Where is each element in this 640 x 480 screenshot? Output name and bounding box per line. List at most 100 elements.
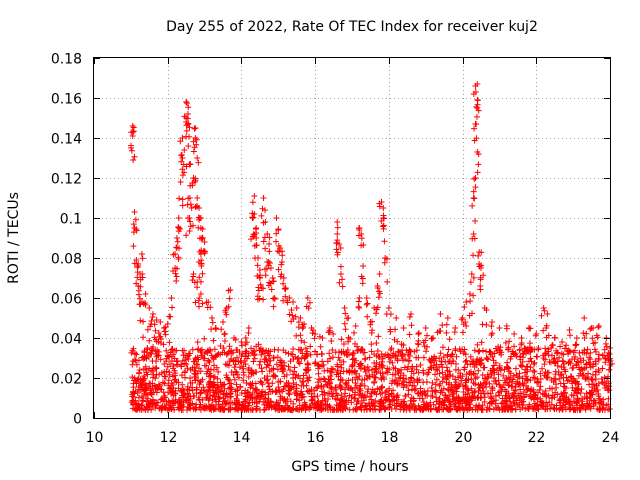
data-point (437, 389, 444, 396)
data-point (295, 354, 302, 361)
data-point (306, 374, 313, 381)
data-point (479, 384, 486, 391)
data-point (432, 381, 439, 388)
data-point (259, 348, 266, 355)
data-point (305, 305, 312, 312)
data-point (270, 303, 277, 310)
data-point (509, 348, 516, 355)
data-point (590, 403, 597, 410)
data-point (324, 358, 331, 365)
data-point (138, 393, 145, 400)
data-point (275, 266, 282, 273)
data-point (397, 403, 404, 410)
data-points (128, 81, 615, 413)
data-point (461, 364, 468, 371)
data-point (486, 380, 493, 387)
data-point (164, 321, 171, 327)
data-point (266, 234, 273, 241)
data-point (329, 346, 336, 353)
data-point (343, 382, 350, 389)
data-point (462, 319, 469, 326)
data-point (379, 355, 386, 362)
data-point (336, 279, 343, 286)
data-point (170, 251, 177, 258)
data-point (587, 356, 594, 363)
data-point (472, 370, 479, 377)
data-point (488, 331, 495, 338)
data-point (470, 379, 477, 386)
data-point (184, 100, 191, 107)
data-point (337, 263, 344, 270)
data-point (548, 395, 555, 402)
data-point (393, 376, 400, 383)
data-point (302, 345, 309, 352)
data-point (534, 396, 541, 403)
data-point (405, 357, 412, 364)
data-point (194, 155, 201, 161)
data-point (431, 388, 438, 395)
data-point (252, 226, 259, 233)
data-point (356, 386, 363, 393)
data-point (332, 395, 339, 402)
data-point (277, 378, 284, 385)
data-point (595, 324, 602, 331)
data-point (383, 387, 390, 394)
data-point (291, 368, 298, 375)
data-point (141, 349, 148, 356)
data-point (542, 387, 549, 394)
data-point (470, 231, 477, 237)
data-point (574, 358, 581, 365)
data-point (293, 305, 300, 311)
data-point (328, 376, 335, 383)
data-point (308, 390, 315, 397)
data-point (259, 205, 266, 212)
data-point (315, 379, 322, 386)
data-point (153, 389, 160, 396)
data-point (564, 399, 571, 406)
data-point (564, 348, 571, 355)
data-point (243, 393, 250, 400)
x-tick-label: 20 (455, 430, 473, 446)
data-point (399, 347, 406, 354)
data-point (292, 313, 299, 320)
data-point (537, 370, 544, 377)
data-point (289, 351, 296, 358)
data-point (135, 291, 142, 298)
data-point (439, 344, 446, 351)
data-point (508, 383, 515, 390)
data-point (129, 398, 136, 405)
data-point (264, 231, 271, 237)
data-point (267, 265, 274, 271)
data-point (305, 377, 312, 384)
data-point (423, 332, 430, 339)
data-point (411, 348, 418, 355)
data-point (534, 394, 541, 401)
data-point (265, 391, 272, 398)
data-point (225, 385, 232, 392)
data-point (433, 376, 440, 383)
data-point (519, 375, 526, 382)
data-point (142, 406, 149, 413)
data-point (210, 406, 217, 413)
data-point (179, 196, 186, 203)
data-point (569, 380, 576, 387)
data-point (133, 400, 140, 407)
data-point (277, 397, 284, 404)
data-point (589, 371, 596, 378)
data-point (356, 295, 363, 301)
data-point (372, 388, 379, 395)
data-point (372, 397, 379, 404)
data-point (486, 348, 493, 355)
data-point (258, 392, 265, 399)
data-point (131, 209, 138, 215)
data-point (469, 358, 476, 365)
data-point (595, 323, 602, 329)
data-point (168, 358, 175, 365)
data-point (402, 393, 409, 400)
data-point (321, 367, 328, 374)
data-point (270, 355, 277, 362)
data-point (130, 156, 137, 163)
data-point (539, 365, 546, 372)
data-point (360, 242, 367, 249)
data-point (471, 195, 478, 202)
